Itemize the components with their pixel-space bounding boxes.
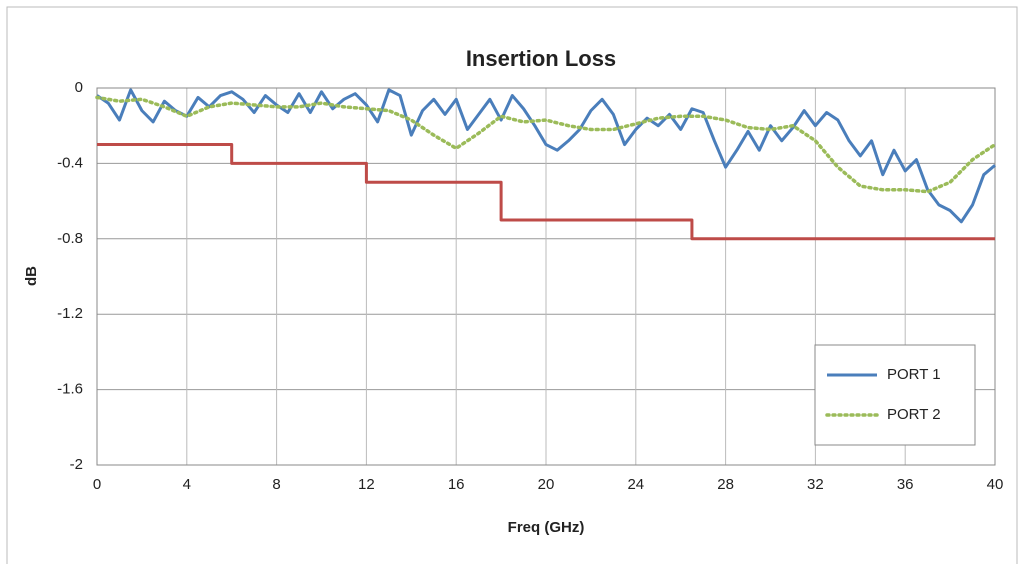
x-tick-label: 36 [897,476,914,493]
x-tick-label: 20 [538,476,555,493]
x-tick-label: 0 [93,476,101,493]
y-tick-label: -1.2 [57,305,83,322]
x-tick-label: 28 [717,476,734,493]
x-tick-label: 32 [807,476,824,493]
legend-label: PORT 2 [887,406,941,423]
x-tick-label: 16 [448,476,465,493]
legend-label: PORT 1 [887,366,941,383]
chart: Insertion Loss Freq (GHz) dB 0 -0.4 -0.8 -1… [0,0,1024,564]
legend-box [815,345,975,445]
y-tick-label: -0.4 [57,154,83,171]
y-tick-label: -2 [70,456,83,473]
chart-border [7,7,1017,564]
x-tick-label: 40 [987,476,1004,493]
y-axis-label: dB [23,266,40,286]
x-tick-label: 24 [627,476,644,493]
x-tick-label: 4 [183,476,191,493]
y-tick-label: -0.8 [57,230,83,247]
x-tick-label: 8 [272,476,280,493]
y-tick-label: 0 [75,79,83,96]
x-axis-label: Freq (GHz) [508,519,585,536]
x-tick-label: 12 [358,476,375,493]
chart-title: Insertion Loss [466,46,616,71]
y-tick-label: -1.6 [57,381,83,398]
